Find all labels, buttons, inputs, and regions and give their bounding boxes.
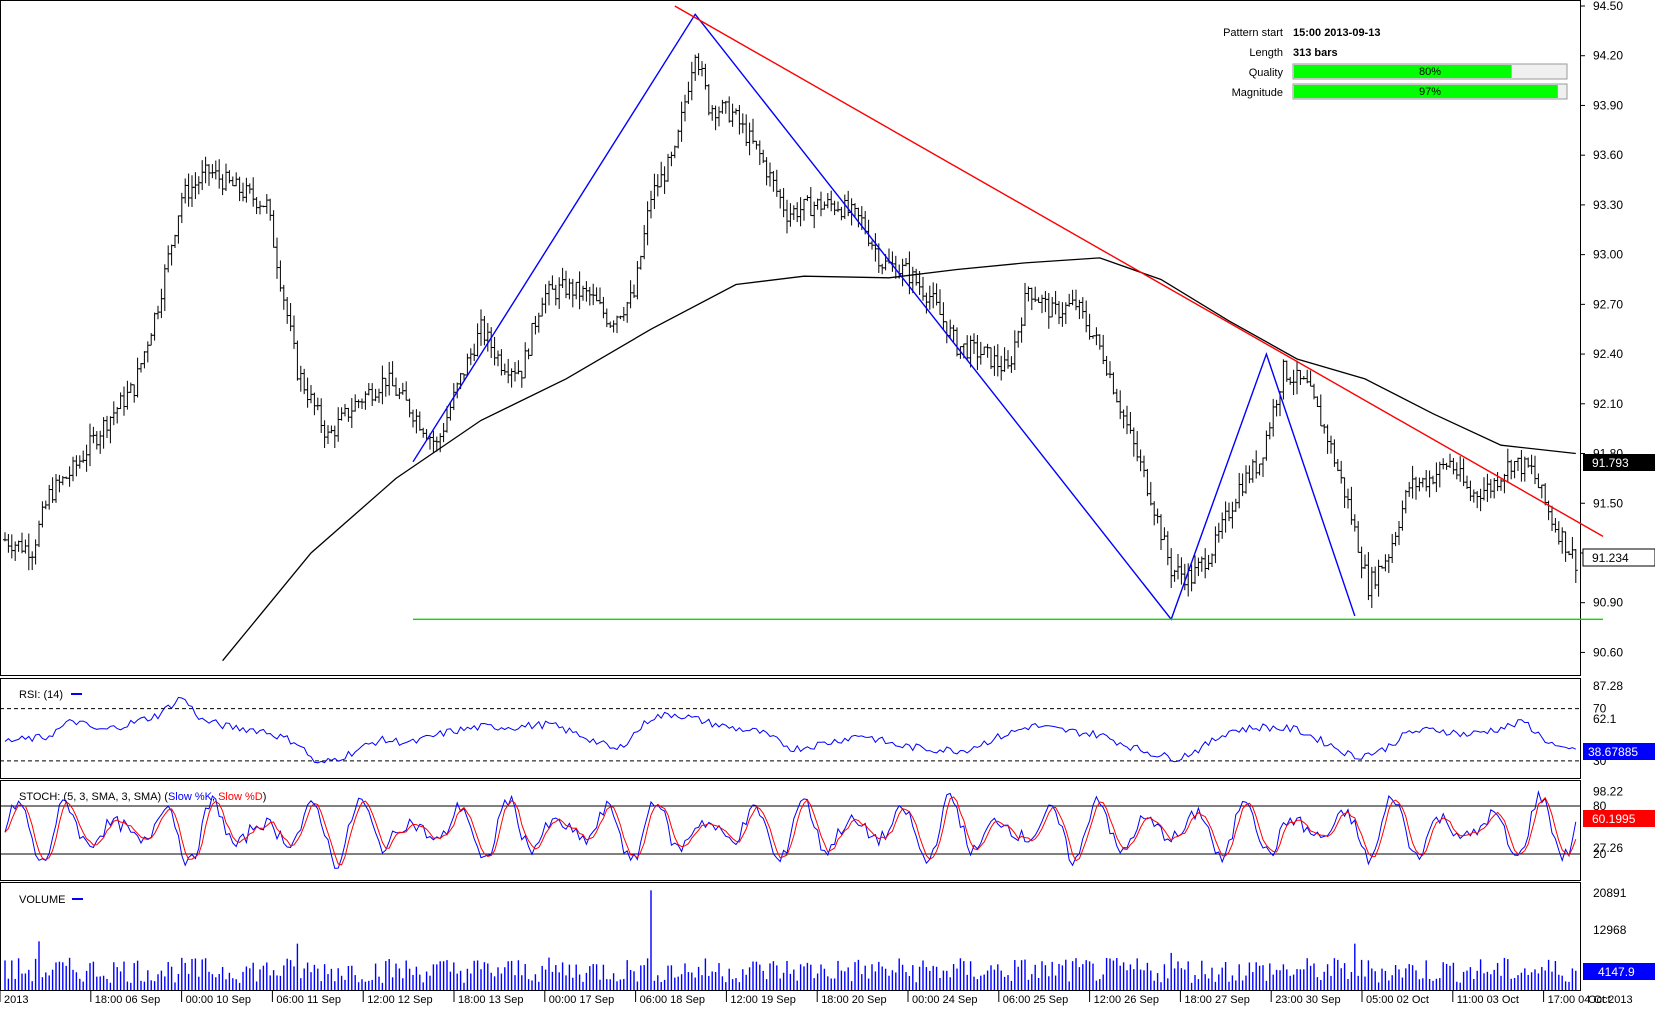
moving-average-line: [222, 257, 1576, 662]
last-price-badge: 91.793: [1592, 456, 1629, 470]
volume-frame: [0, 882, 1581, 991]
pattern-start-label: Pattern start: [1223, 27, 1283, 39]
axes: 2013 18:00 06 Sep 00:00 10 Sep 06:00 11 Sep…: [0, 991, 1633, 1006]
price-panel: 94.50 94.20 93.90 93.60 93.30 93.00 92.70 92.40…: [3, 0, 1623, 662]
volume-title: VOLUME: [19, 894, 65, 906]
x-tick-label: 00:00 24 Sep: [912, 994, 977, 1006]
pattern-start-value: 15:00 2013-09-13: [1293, 27, 1380, 39]
x-tick-label: 12:00 12 Sep: [367, 994, 432, 1006]
rsi-y-tick-label: 70: [1593, 702, 1607, 716]
volume-y-tick-label: 12968: [1593, 923, 1627, 937]
price-y-tick-label: 93.60: [1593, 148, 1623, 162]
x-tick-label: 11:00 03 Oct: [1457, 994, 1519, 1006]
stoch-frame: [0, 780, 1581, 881]
x-tick-label: 12:00 26 Sep: [1094, 994, 1159, 1006]
price-y-tick-label: 92.40: [1593, 347, 1623, 361]
panel-titles: RSI: (14) STOCH: (5, 3, SMA, 3, SMA) (Sl…: [19, 689, 266, 906]
last-price-badge-bg: [1583, 454, 1655, 471]
stoch-badge-bg: [1583, 810, 1655, 827]
price-y-tick-label: 94.50: [1593, 0, 1623, 13]
magnitude-value: 97%: [1419, 86, 1441, 98]
magnitude-label: Magnitude: [1232, 87, 1283, 99]
x-tick-label: 23:00 30 Sep: [1275, 994, 1340, 1006]
price-y-tick-label: 90.60: [1593, 645, 1623, 659]
quality-label: Quality: [1249, 67, 1284, 79]
stoch-title-prefix: STOCH: (5, 3, SMA, 3, SMA) (: [19, 791, 168, 803]
quality-value: 80%: [1419, 66, 1441, 78]
x-tick-label: 18:00 27 Sep: [1184, 994, 1249, 1006]
length-label: Length: [1249, 47, 1283, 59]
rsi-y-tick-label: 87.28: [1593, 679, 1623, 693]
stoch-k-label: Slow %K: [168, 791, 213, 803]
price-y-tick-label: 94.20: [1593, 49, 1623, 63]
rsi-title: RSI: (14): [19, 689, 63, 701]
stoch-badge: 60.1995: [1592, 812, 1636, 826]
indicator-badges: 38.67885 60.1995 4147.9: [1583, 743, 1655, 980]
current-price-badge-bg: [1582, 548, 1655, 567]
x-tick-label: 12:00 19 Sep: [730, 994, 795, 1006]
stoch-title-suffix: ): [263, 791, 267, 803]
rsi-badge-bg: [1583, 743, 1655, 760]
rsi-line: [4, 696, 1577, 764]
price-y-tick-label: 93.90: [1593, 98, 1623, 112]
stoch-d-line: [4, 796, 1577, 866]
x-tick-label: 17:00 04 Oct: [1548, 994, 1611, 1006]
x-tick-label: 00:00 10 Sep: [186, 994, 251, 1006]
price-y-tick-label: 92.70: [1593, 297, 1623, 311]
rsi-y-tick-label: 62.1: [1593, 712, 1617, 726]
x-tick-label: 18:00 06 Sep: [95, 994, 160, 1006]
length-value: 313 bars: [1293, 47, 1338, 59]
x-tick-label: 18:00 20 Sep: [821, 994, 886, 1006]
volume-y-tick-label: 20891: [1593, 886, 1627, 900]
price-badges: 91.793 91.234: [1582, 454, 1655, 567]
price-y-tick-label: 93.30: [1593, 198, 1623, 212]
rsi-frame: [0, 678, 1581, 779]
x-tick-label: 00:00 17 Sep: [549, 994, 614, 1006]
stoch-k-line: [4, 790, 1577, 869]
stoch-separator: ,: [212, 791, 218, 803]
current-price-badge: 91.234: [1592, 551, 1629, 565]
volume-badge: 4147.9: [1598, 965, 1635, 979]
x-tick-label: 2013: [4, 994, 28, 1006]
stoch-y-tick-label: 20: [1593, 847, 1607, 861]
x-tick-label: 06:00 25 Sep: [1003, 994, 1068, 1006]
x-tick-label: 06:00 11 Sep: [276, 994, 341, 1006]
stoch-y-tick-label: 27.26: [1593, 841, 1623, 855]
price-y-tick-label: 93.00: [1593, 248, 1623, 262]
price-y-tick-label: 92.10: [1593, 397, 1623, 411]
stoch-title: STOCH: (5, 3, SMA, 3, SMA) (Slow %K, Slo…: [19, 791, 266, 803]
price-y-tick-label: 90.90: [1593, 596, 1623, 610]
x-tick-label: 18:00 13 Sep: [458, 994, 523, 1006]
rsi-badge: 38.67885: [1588, 745, 1638, 759]
stoch-y-tick-label: 98.22: [1593, 784, 1623, 798]
info-panel: Pattern start 15:00 2013-09-13 Length 31…: [1223, 27, 1568, 100]
x-tick-label: 06:00 18 Sep: [640, 994, 705, 1006]
magnitude-gauge-fill: [1294, 85, 1558, 98]
x-tick-label: 05:00 02 Oct: [1366, 994, 1429, 1006]
price-frame: [0, 0, 1581, 676]
panel-frames: [0, 0, 1581, 991]
price-y-tick-label: 91.50: [1593, 496, 1623, 510]
quality-gauge-fill: [1294, 65, 1512, 78]
stoch-d-label: Slow %D: [218, 791, 263, 803]
resistance-line: [674, 5, 1604, 538]
stoch-y-tick-label: 80: [1593, 799, 1607, 813]
x-tick-label: Oct 2013: [1588, 994, 1633, 1006]
volume-badge-bg: [1583, 963, 1655, 980]
